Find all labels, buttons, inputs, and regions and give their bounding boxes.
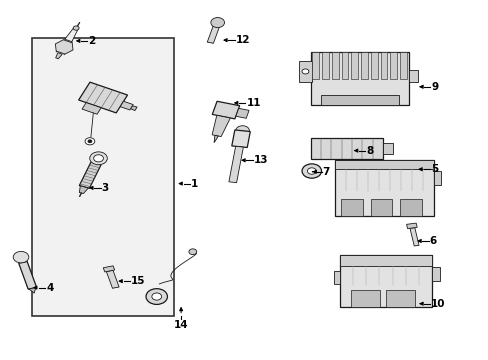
Polygon shape <box>409 228 418 246</box>
Bar <box>386 291 414 307</box>
Bar <box>322 52 328 79</box>
Bar <box>370 52 377 79</box>
Bar <box>433 171 441 185</box>
Bar <box>331 52 338 79</box>
Text: 7: 7 <box>322 167 329 177</box>
Circle shape <box>188 249 196 255</box>
Bar <box>380 52 386 79</box>
Text: 4: 4 <box>46 283 53 293</box>
Polygon shape <box>106 270 119 288</box>
Bar <box>311 52 408 105</box>
Circle shape <box>13 251 29 263</box>
Text: 6: 6 <box>429 236 436 246</box>
Bar <box>321 95 398 105</box>
Bar <box>341 52 347 79</box>
Bar <box>370 199 391 216</box>
Text: 2: 2 <box>88 36 96 46</box>
Polygon shape <box>120 101 133 110</box>
Polygon shape <box>79 162 101 188</box>
Polygon shape <box>235 108 248 118</box>
Circle shape <box>146 289 167 305</box>
Text: 12: 12 <box>235 35 250 45</box>
Circle shape <box>88 140 92 143</box>
Polygon shape <box>207 26 219 43</box>
Polygon shape <box>79 82 127 113</box>
Polygon shape <box>82 103 101 114</box>
Bar <box>310 138 382 159</box>
Polygon shape <box>29 288 36 293</box>
Polygon shape <box>228 146 243 183</box>
Bar <box>400 199 421 216</box>
Circle shape <box>152 293 161 300</box>
Polygon shape <box>130 106 137 111</box>
Text: 13: 13 <box>253 155 268 165</box>
Bar <box>32 39 173 316</box>
Bar <box>382 143 392 154</box>
Bar <box>312 52 319 79</box>
Circle shape <box>210 18 224 28</box>
Text: 5: 5 <box>430 164 438 174</box>
Bar <box>360 52 367 79</box>
Bar <box>334 159 433 168</box>
Text: 9: 9 <box>430 82 437 92</box>
Circle shape <box>302 69 308 74</box>
Text: 14: 14 <box>173 320 188 330</box>
Bar <box>299 61 311 81</box>
Polygon shape <box>64 28 78 42</box>
Polygon shape <box>214 135 218 143</box>
Bar <box>350 52 357 79</box>
Bar <box>399 52 406 79</box>
Bar <box>339 255 431 266</box>
Text: 11: 11 <box>246 98 261 108</box>
Polygon shape <box>55 40 73 54</box>
Polygon shape <box>406 223 416 229</box>
Polygon shape <box>19 261 37 289</box>
Bar <box>341 199 362 216</box>
Text: 10: 10 <box>430 299 445 309</box>
Circle shape <box>85 138 95 145</box>
Circle shape <box>235 126 249 136</box>
Bar <box>333 271 339 284</box>
Circle shape <box>94 155 103 162</box>
Bar <box>350 291 379 307</box>
Text: 3: 3 <box>102 183 109 193</box>
Circle shape <box>307 168 316 174</box>
Bar <box>431 266 439 281</box>
Bar <box>389 52 396 79</box>
Circle shape <box>73 26 79 30</box>
Polygon shape <box>56 53 62 59</box>
Bar <box>408 70 417 81</box>
Polygon shape <box>103 266 114 272</box>
Text: 1: 1 <box>190 179 198 189</box>
Bar <box>334 159 433 216</box>
Circle shape <box>90 152 107 165</box>
Polygon shape <box>212 101 239 119</box>
Circle shape <box>302 164 321 178</box>
Polygon shape <box>212 115 230 136</box>
Text: 15: 15 <box>131 276 145 286</box>
Bar <box>339 255 431 307</box>
Polygon shape <box>79 186 88 194</box>
Polygon shape <box>231 130 250 148</box>
Text: 8: 8 <box>365 145 372 156</box>
